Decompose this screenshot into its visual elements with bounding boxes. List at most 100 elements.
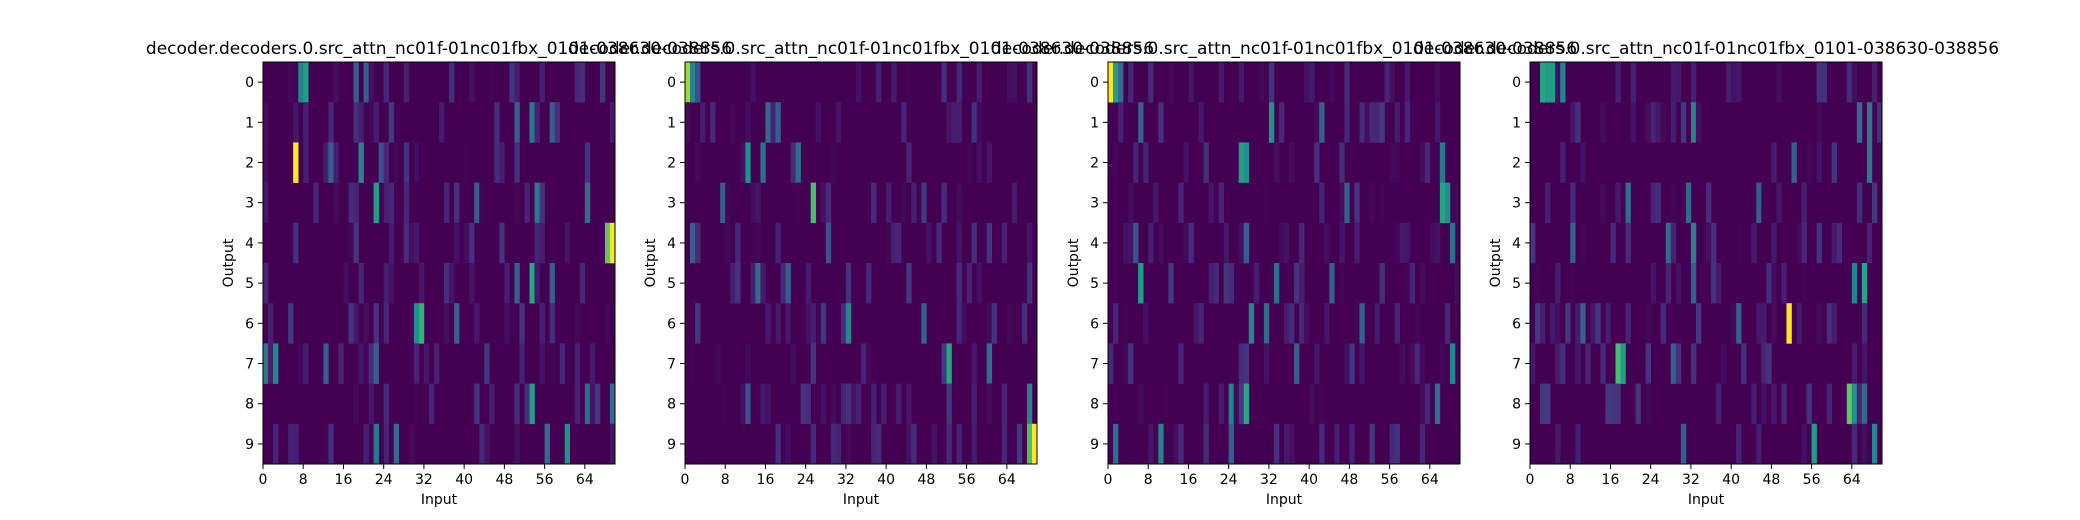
heatmap-cell (1021, 303, 1028, 344)
heatmap-cell (328, 423, 334, 465)
heatmap-cell (1404, 62, 1411, 103)
heatmap-cell (1026, 263, 1033, 304)
heatmap-cell (971, 343, 977, 384)
heatmap-cell (1299, 303, 1305, 344)
heatmap-cell (1630, 62, 1636, 103)
heatmap-cell (1118, 102, 1124, 143)
heatmap-cell (293, 222, 299, 264)
heatmap-cell (263, 142, 269, 183)
heatmap-cell (1660, 303, 1667, 344)
heatmap-cell (353, 102, 359, 143)
heatmap-cell (358, 263, 364, 304)
heatmap-cell (946, 423, 952, 465)
heatmap-cell (1299, 222, 1305, 264)
heatmap-cell (1615, 343, 1621, 384)
heatmap-cell (1228, 423, 1235, 465)
heatmap-cell (288, 62, 294, 103)
y-tick-label: 0 (667, 75, 676, 91)
heatmap-cell (348, 182, 354, 224)
heatmap-cell (926, 222, 932, 264)
heatmap-cell (363, 62, 369, 103)
heatmap-cell (1404, 263, 1411, 304)
heatmap-cell (1801, 423, 1807, 465)
heatmap-cell (464, 142, 470, 183)
heatmap-cell (971, 222, 977, 264)
heatmap-cell (534, 102, 540, 143)
heatmap-cell (1645, 303, 1651, 344)
heatmap-cell (986, 222, 993, 264)
heatmap-cell (1560, 343, 1566, 384)
heatmap-cell (1635, 383, 1641, 425)
heatmap-cell (976, 102, 982, 143)
heatmap-cell (1690, 222, 1697, 264)
heatmap-cell (1545, 383, 1551, 425)
heatmap-cell (529, 383, 535, 425)
y-tick-label: 9 (1512, 437, 1521, 453)
heatmap-cell (1379, 182, 1385, 224)
heatmap-cell (293, 423, 299, 465)
x-tick-label: 56 (536, 472, 554, 488)
heatmap-cell (966, 263, 972, 304)
heatmap-cell (293, 142, 299, 183)
heatmap-cell (383, 182, 390, 224)
heatmap-cell (1369, 423, 1375, 465)
heatmap-cell (1761, 182, 1767, 224)
heatmap-cell (1198, 303, 1204, 344)
heatmap-cell (1113, 303, 1119, 344)
heatmap-cell (1168, 263, 1174, 304)
axes-frame (684, 61, 1038, 465)
heatmap-cell (403, 182, 410, 224)
heatmap-cell (1690, 102, 1697, 143)
heatmap-cell (1695, 303, 1702, 344)
y-tick-label: 9 (1090, 437, 1099, 453)
heatmap-cell (444, 303, 450, 344)
heatmap-panel-4: 0 8 16 24 32 40 48 56 640123456789InputOutputdec… (1413, 39, 1999, 508)
heatmap-cell (328, 142, 334, 183)
heatmap-cell (710, 102, 716, 143)
heatmap-cell (1243, 222, 1250, 264)
heatmap-cell (1294, 263, 1300, 304)
heatmap-cell (956, 102, 962, 143)
heatmap-cell (474, 383, 480, 425)
heatmap-cell (1238, 383, 1245, 425)
heatmap-cell (810, 423, 817, 465)
heatmap-cell (378, 142, 384, 183)
heatmap-cell (449, 62, 455, 103)
heatmap-cell (1399, 222, 1405, 264)
heatmap-cell (1736, 222, 1742, 264)
heatmap-cell (1148, 222, 1154, 264)
heatmap-cell (469, 383, 475, 425)
heatmap-cell (700, 102, 706, 143)
heatmap-cell (1801, 182, 1807, 224)
heatmap-cell (685, 62, 691, 103)
heatmap-cell (479, 182, 485, 224)
heatmap-cell (293, 102, 299, 143)
heatmap-cell (845, 263, 852, 304)
heatmap-cell (1314, 343, 1320, 384)
heatmap-cell (534, 182, 540, 224)
heatmap-panel-2: 0 8 16 24 32 40 48 56 640123456789InputOutputdec… (568, 39, 1154, 508)
heatmap-cell (1026, 383, 1033, 425)
heatmap-cell (1208, 263, 1214, 304)
y-tick-label: 8 (667, 397, 676, 413)
heatmap-cell (408, 423, 415, 465)
heatmap-cell (1349, 343, 1355, 384)
heatmap-cell (1861, 423, 1868, 465)
heatmap-cell (866, 343, 872, 384)
heatmap-cell (1218, 383, 1224, 425)
heatmap-cell (514, 182, 520, 224)
y-tick-label: 7 (1090, 357, 1099, 373)
heatmap-cell (323, 343, 329, 384)
heatmap-cell (976, 142, 982, 183)
heatmap-cell (1761, 303, 1767, 344)
heatmap-cell (1026, 222, 1033, 264)
heatmap-cell (474, 182, 480, 224)
heatmap-cell (368, 62, 374, 103)
heatmap-cell (1284, 423, 1290, 465)
heatmap-cell (986, 142, 993, 183)
heatmap-cell (1344, 343, 1350, 384)
heatmap-cell (263, 182, 269, 224)
heatmap-cell (1585, 343, 1591, 384)
heatmap-cell (1861, 263, 1868, 304)
